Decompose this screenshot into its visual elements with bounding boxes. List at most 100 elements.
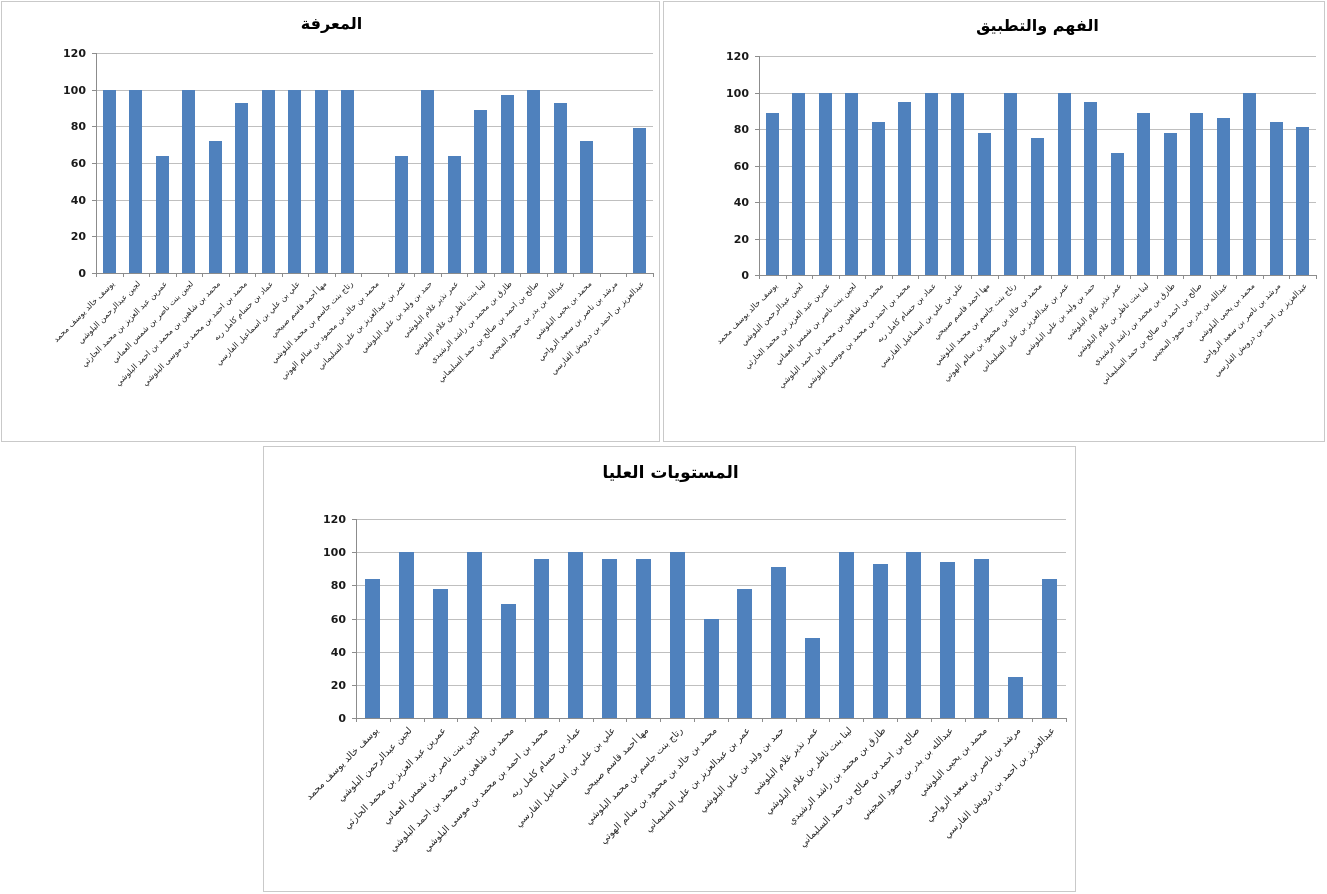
x-axis-tick: [202, 273, 203, 277]
x-axis-tick: [1104, 275, 1105, 279]
chart-knowledge-plot: [96, 53, 653, 274]
y-axis-tick: [352, 651, 356, 653]
y-axis-tick: [92, 163, 96, 164]
x-axis-tick: [998, 718, 999, 722]
y-axis-tick-label: 60: [330, 612, 346, 626]
y-axis-tick-label: 0: [78, 267, 86, 280]
bar-comprehension: [1057, 92, 1071, 275]
y-axis-tick-label: 20: [70, 230, 86, 244]
gridline: [96, 53, 653, 54]
x-axis-tick: [494, 273, 495, 277]
x-axis-tick: [1157, 275, 1158, 279]
x-axis-tick: [626, 273, 627, 277]
bar-comprehension: [1190, 112, 1204, 275]
bar-higher-levels: [1007, 676, 1023, 718]
x-axis-tick: [593, 718, 594, 722]
bar-higher-levels: [568, 552, 584, 718]
y-axis-tick-label: 80: [733, 123, 749, 136]
y-axis-tick-label: 0: [741, 269, 749, 282]
x-axis-tick: [918, 275, 919, 279]
x-axis-tick: [865, 275, 866, 279]
x-axis-tick: [694, 718, 695, 722]
bar-knowledge: [288, 89, 302, 273]
bar-comprehension: [1004, 92, 1018, 275]
bar-comprehension: [924, 92, 938, 275]
y-axis-tick: [92, 273, 96, 274]
bar-higher-levels: [602, 558, 618, 718]
bar-knowledge: [500, 95, 514, 273]
x-axis-tick: [1263, 275, 1264, 279]
bar-higher-levels: [466, 552, 482, 718]
y-axis-tick: [92, 199, 96, 201]
x-axis-tick: [229, 273, 230, 277]
x-axis-tick: [1051, 275, 1052, 279]
gridline: [356, 552, 1066, 554]
chart-comprehension-window[interactable]: الفهم والتطبيق 0 20 40 60 80 100 120 يوسف خالد …: [663, 1, 1325, 442]
x-axis-tick: [491, 718, 492, 722]
bar-comprehension: [765, 112, 779, 275]
bar-knowledge: [261, 89, 275, 273]
x-axis-tick: [1316, 275, 1317, 279]
bar-knowledge: [155, 155, 169, 273]
bar-higher-levels: [940, 562, 956, 718]
y-axis-tick: [755, 275, 759, 276]
bar-higher-levels: [703, 618, 719, 718]
y-axis-line: [356, 519, 357, 718]
bar-comprehension: [818, 92, 832, 275]
x-axis-tick: [424, 718, 425, 722]
bar-knowledge: [421, 89, 435, 273]
x-axis-tick: [998, 275, 999, 279]
bar-higher-levels: [1041, 578, 1057, 718]
bar-higher-levels: [534, 558, 550, 718]
y-axis-tick-label: 100: [726, 86, 749, 100]
y-axis-tick-label: 40: [330, 645, 346, 659]
y-axis-tick: [92, 53, 96, 54]
x-axis-tick: [1130, 275, 1131, 279]
gridline: [759, 56, 1316, 57]
y-axis-tick: [755, 92, 759, 94]
x-axis-line: [759, 275, 1316, 276]
y-axis-tick-label: 20: [733, 232, 749, 246]
bar-higher-levels: [838, 552, 854, 718]
bar-higher-levels: [365, 578, 381, 718]
x-axis-tick: [1024, 275, 1025, 279]
x-axis-tick: [520, 273, 521, 277]
bar-higher-levels: [500, 603, 516, 718]
bar-knowledge: [314, 89, 328, 273]
y-axis-tick: [352, 684, 356, 686]
y-axis-tick: [352, 585, 356, 587]
x-axis-tick: [457, 718, 458, 722]
y-axis-tick-label: 20: [330, 678, 346, 692]
x-axis-tick: [897, 718, 898, 722]
bar-knowledge: [447, 155, 461, 273]
gridline: [96, 199, 653, 201]
y-axis-tick: [755, 238, 759, 240]
x-axis-tick: [965, 718, 966, 722]
bar-comprehension: [1269, 121, 1283, 275]
bar-comprehension: [1296, 127, 1310, 275]
gridline: [96, 236, 653, 238]
bar-knowledge: [129, 89, 143, 273]
chart-knowledge-window[interactable]: المعرفة 0 20 40 60 80 100 120 يوسف خالد يوسف مح…: [1, 1, 660, 442]
x-axis-tick: [931, 718, 932, 722]
x-axis-tick: [1236, 275, 1237, 279]
gridline: [759, 92, 1316, 94]
y-axis-tick: [755, 129, 759, 130]
x-axis-tick: [335, 273, 336, 277]
bar-comprehension: [951, 92, 965, 275]
x-axis-tick: [525, 718, 526, 722]
bar-higher-levels: [669, 552, 685, 718]
x-axis-category-label: محمد بن احمد بن محمد بن موسى البلوشي: [421, 725, 551, 855]
bar-higher-levels: [635, 558, 651, 718]
x-axis-tick: [149, 273, 150, 277]
gridline: [759, 129, 1316, 130]
chart-higher-levels-window[interactable]: المستويات العليا 0 20 40 60 80 100 120 يوسف خال…: [263, 446, 1076, 892]
bar-comprehension: [898, 101, 912, 275]
bar-comprehension: [792, 92, 806, 275]
y-axis-tick-label: 120: [63, 47, 86, 60]
x-axis-tick: [653, 273, 654, 277]
chart-higher-levels-title: المستويات العليا: [602, 463, 739, 483]
bar-knowledge: [474, 109, 488, 273]
y-axis-tick-label: 40: [70, 193, 86, 207]
y-axis-line: [759, 56, 760, 275]
